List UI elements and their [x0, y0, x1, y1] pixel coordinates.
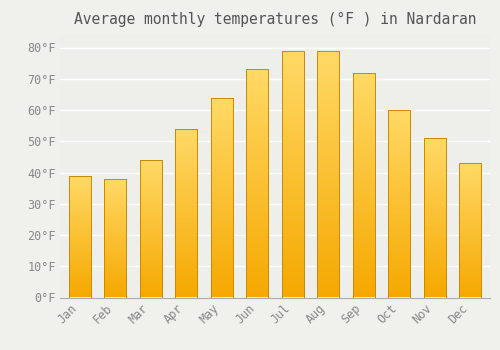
Title: Average monthly temperatures (°F ) in Nardaran: Average monthly temperatures (°F ) in Na…	[74, 12, 476, 27]
